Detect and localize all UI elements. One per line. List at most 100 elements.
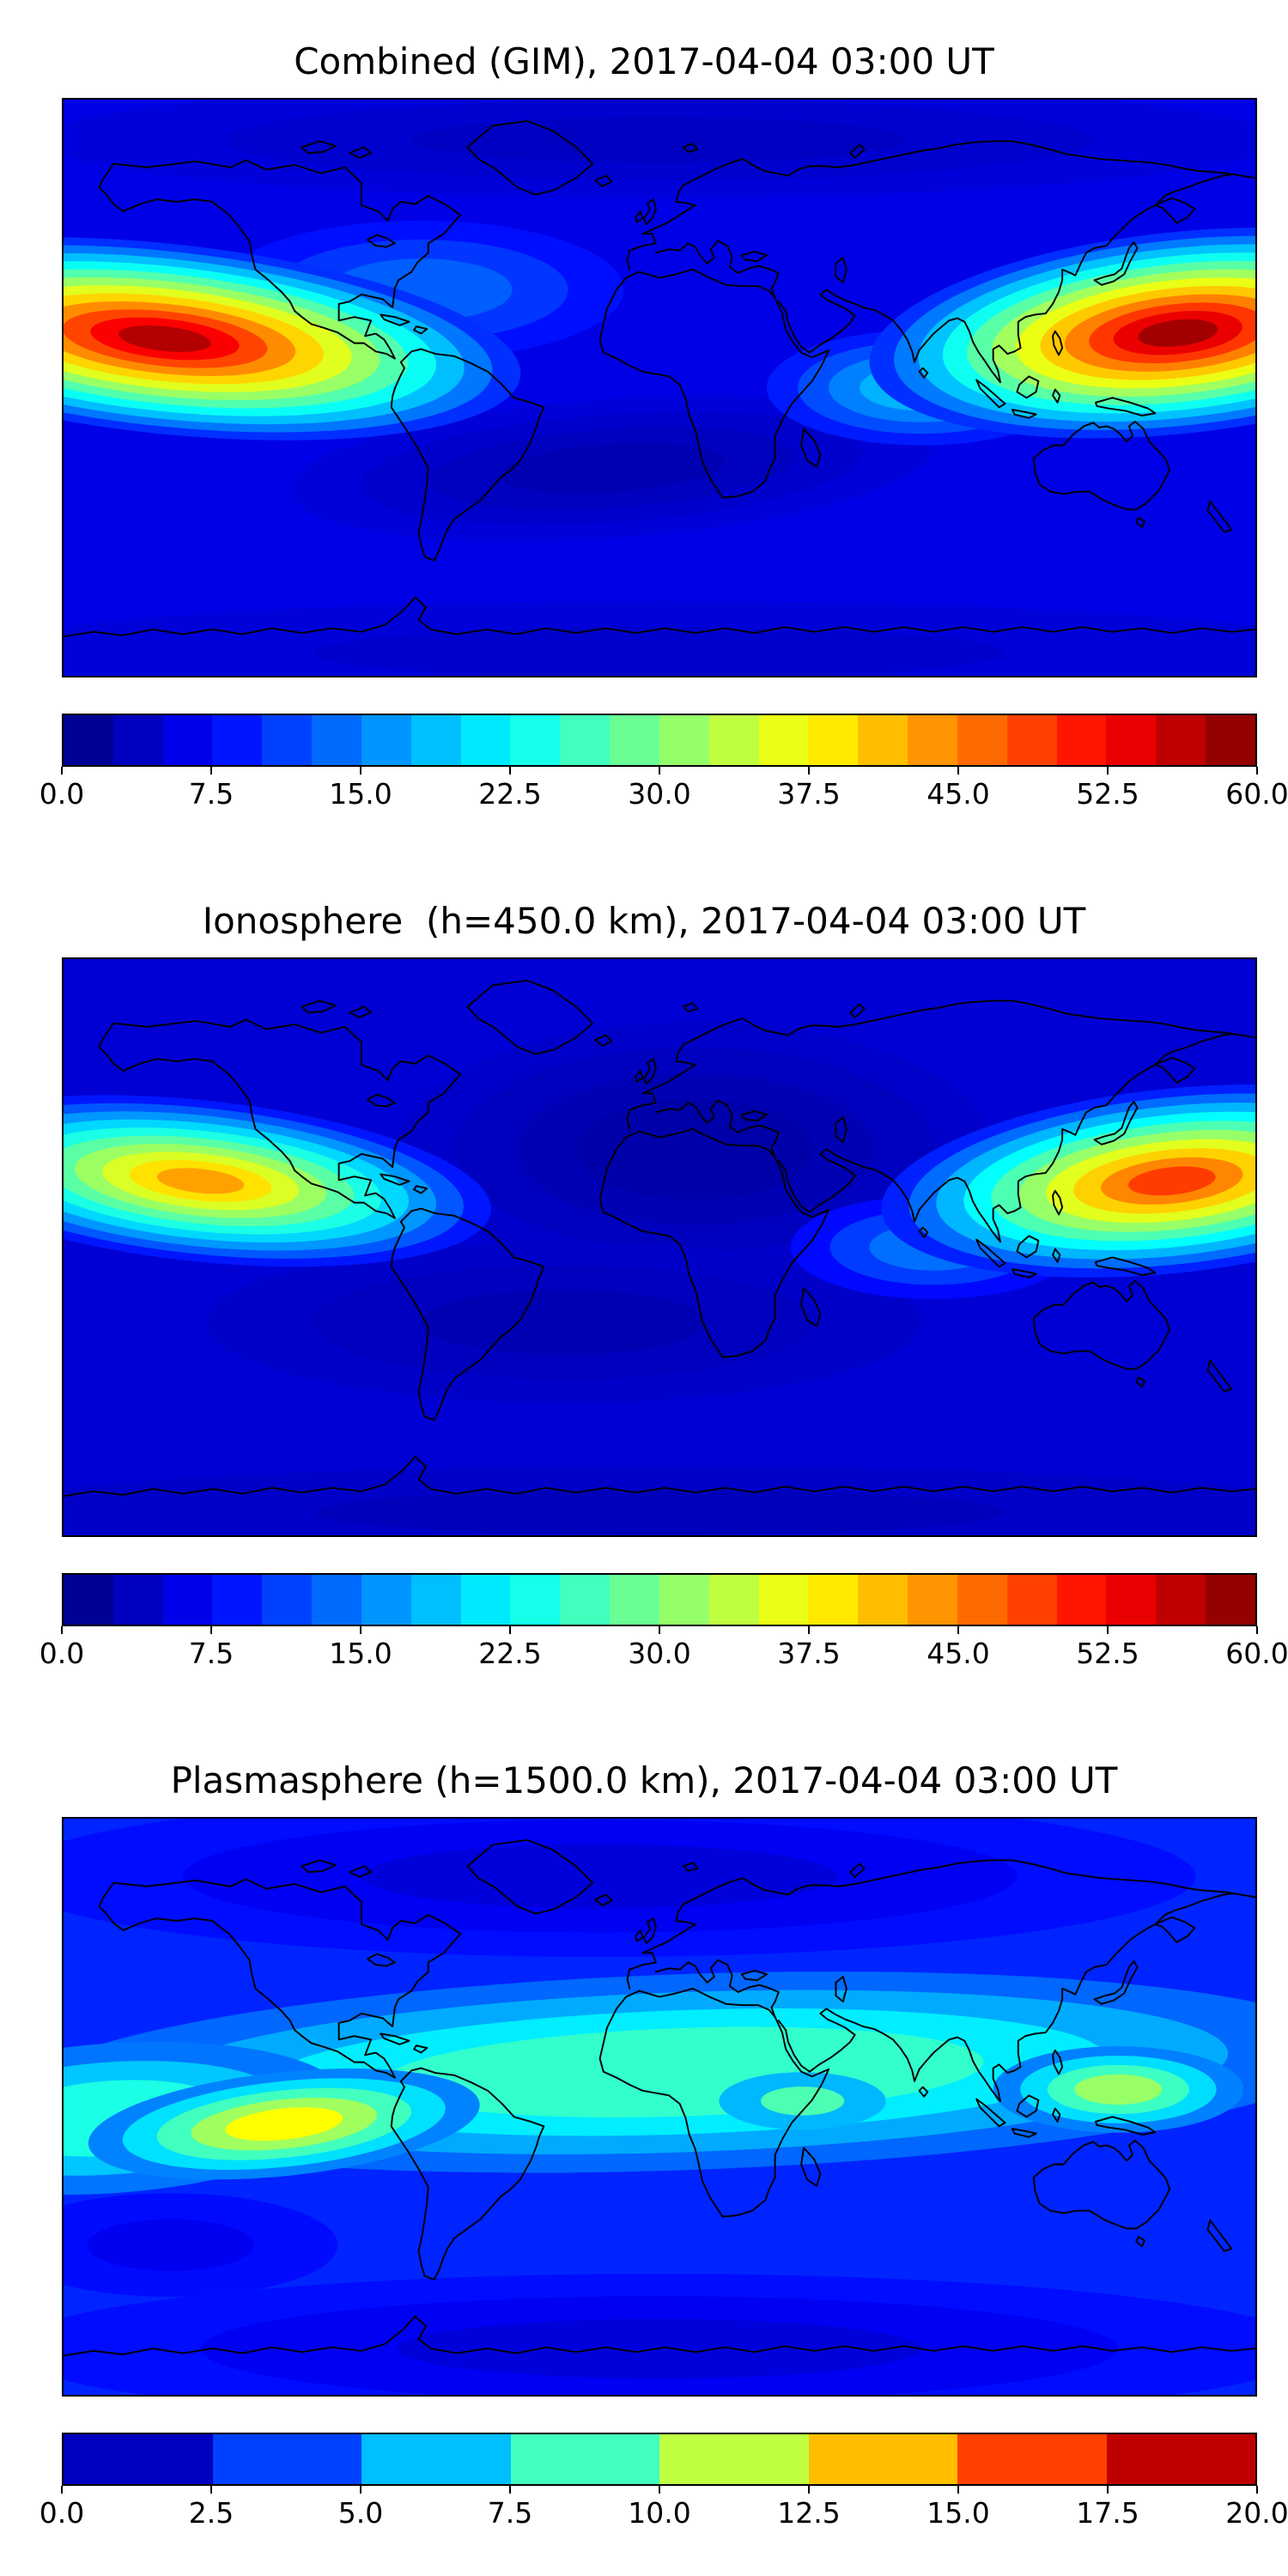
- colorbar-segment: [1056, 715, 1107, 765]
- contour-feature-north-high-lat-depletion: [64, 1819, 1196, 1958]
- map-panel: Plasmasphere (h=1500.0 km), 2017-04-04 0…: [0, 1719, 1288, 2534]
- colorbar-segment: [112, 715, 163, 765]
- colorbar-segment: [858, 1575, 908, 1625]
- contour-feature-equatorial-anomaly-east-pacific: [64, 1095, 491, 1267]
- colorbar: [62, 1573, 1257, 1626]
- colorbar-tick-mark: [957, 1626, 959, 1634]
- colorbar-wrap: 0.0 7.5 15.0 22.5 30.0 37.5 45.0 52.5 60.0: [39, 714, 1288, 815]
- colorbar: [62, 714, 1257, 767]
- colorbar-tick-label: 15.0: [927, 2496, 990, 2530]
- colorbar-tick-label: 22.5: [478, 777, 542, 811]
- colorbar-segment: [262, 1575, 313, 1625]
- colorbar-segment: [162, 1575, 213, 1625]
- map-panel: Combined (GIM), 2017-04-04 03:00 UT 0.0 7…: [0, 0, 1288, 815]
- colorbar-segment: [64, 2434, 213, 2484]
- colorbar-tick-label: 20.0: [1225, 2496, 1288, 2530]
- colorbar-segment: [808, 715, 859, 765]
- colorbar-tick-label: 7.5: [188, 777, 234, 811]
- colorbar-segment: [361, 2434, 511, 2484]
- colorbar-segment: [361, 1575, 411, 1625]
- colorbar-segment: [1006, 1575, 1057, 1625]
- contour-feature-equatorial-anomaly-west-pacific: [869, 228, 1255, 439]
- colorbar-tick-mark: [808, 2486, 810, 2494]
- colorbar-tick-label: 30.0: [628, 777, 691, 811]
- contour-feature-north-atlantic-moderate: [218, 220, 624, 359]
- colorbar-segment: [1206, 1575, 1255, 1625]
- colorbar-tick-mark: [360, 767, 361, 775]
- colorbar-tick-mark: [1256, 2486, 1258, 2494]
- colorbar-segment: [659, 2434, 809, 2484]
- colorbar-segment: [957, 2434, 1107, 2484]
- colorbar-segment: [510, 2434, 659, 2484]
- colorbar-tick-label: 15.0: [329, 777, 392, 811]
- colorbar-tick-label: 0.0: [39, 2496, 85, 2530]
- colorbar-tick-label: 37.5: [777, 1637, 841, 1670]
- world-map: [64, 959, 1255, 1535]
- panel-title: Ionosphere (h=450.0 km), 2017-04-04 03:0…: [202, 900, 1086, 942]
- colorbar-segment: [410, 1575, 461, 1625]
- colorbar-tick-mark: [61, 2486, 63, 2494]
- colorbar-segment: [1006, 715, 1057, 765]
- panel-title: Plasmasphere (h=1500.0 km), 2017-04-04 0…: [170, 1759, 1118, 1801]
- contour-feature-south-polar-band: [64, 1466, 1255, 1535]
- contour-feature-south-polar-band: [64, 600, 1255, 676]
- colorbar-segment: [708, 715, 759, 765]
- colorbar-segment: [212, 2434, 361, 2484]
- colorbar-segment: [1106, 1575, 1157, 1625]
- colorbar-segment: [460, 1575, 511, 1625]
- colorbar-segment: [610, 715, 659, 765]
- colorbar-tick-mark: [808, 767, 810, 775]
- contour-feature-southeast-pacific-depletion: [64, 2193, 338, 2297]
- colorbar-tick-mark: [808, 1626, 810, 1634]
- contour-feature-equatorial-anomaly-east-pacific: [64, 237, 521, 440]
- colorbar-segment: [659, 1575, 709, 1625]
- colorbar-segment: [957, 1575, 1007, 1625]
- colorbar-segment: [460, 715, 511, 765]
- colorbar-tick-mark: [61, 767, 63, 775]
- colorbar-segment: [312, 1575, 361, 1625]
- colorbar-segment: [1106, 715, 1157, 765]
- colorbar-tick-mark: [1107, 1626, 1109, 1634]
- colorbar-tick-mark: [1107, 2486, 1109, 2494]
- colorbar-tick-label: 0.0: [39, 777, 85, 811]
- colorbar-tick-mark: [360, 1626, 361, 1634]
- colorbar-tick-mark: [659, 2486, 660, 2494]
- colorbar-segment: [1156, 715, 1206, 765]
- colorbar-tick-label: 60.0: [1225, 1637, 1288, 1670]
- colorbar-segment: [560, 715, 611, 765]
- colorbar-tick-label: 2.5: [188, 2496, 234, 2530]
- colorbar-segment: [162, 715, 213, 765]
- colorbar-tick-label: 30.0: [628, 1637, 691, 1670]
- colorbar-segment: [112, 1575, 163, 1625]
- colorbar-segment: [410, 715, 461, 765]
- map-panel: Ionosphere (h=450.0 km), 2017-04-04 03:0…: [0, 860, 1288, 1674]
- colorbar-tick-row: 0.0 7.5 15.0 22.5 30.0 37.5 45.0 52.5 60.0: [39, 1626, 1288, 1674]
- colorbar-tick-label: 45.0: [927, 777, 990, 811]
- colorbar-segment: [212, 1575, 263, 1625]
- colorbar-tick-label: 15.0: [329, 1637, 392, 1670]
- colorbar-tick-mark: [61, 1626, 63, 1634]
- colorbar-tick-label: 7.5: [487, 2496, 533, 2530]
- colorbar-tick-mark: [210, 2486, 212, 2494]
- colorbar-segment: [908, 1575, 957, 1625]
- colorbar-wrap: 0.0 2.5 5.0 7.5 10.0 12.5 15.0 17.5 20.0: [39, 2433, 1288, 2534]
- colorbar-tick-label: 22.5: [478, 1637, 542, 1670]
- colorbar-tick-mark: [957, 2486, 959, 2494]
- contour-feature-africa-equatorial-patch: [719, 2072, 886, 2130]
- colorbar-tick-mark: [210, 1626, 212, 1634]
- contour-feature-south-mid-lat-depletion: [206, 1241, 922, 1403]
- colorbar-tick-label: 10.0: [628, 2496, 691, 2530]
- colorbar-segment: [1206, 715, 1255, 765]
- panel-title: Combined (GIM), 2017-04-04 03:00 UT: [294, 40, 994, 82]
- colorbar-segment: [64, 1575, 113, 1625]
- colorbar-tick-mark: [659, 767, 660, 775]
- world-map: [64, 100, 1255, 676]
- colorbar-tick-label: 0.0: [39, 1637, 85, 1670]
- colorbar-segment: [808, 2434, 957, 2484]
- colorbar-tick-mark: [360, 2486, 361, 2494]
- contour-feature-equatorial-anomaly-west-pacific: [881, 1084, 1255, 1278]
- colorbar-tick-mark: [957, 767, 959, 775]
- colorbar-segment: [312, 715, 361, 765]
- contour-feature-west-pacific-enhancement: [993, 2046, 1244, 2133]
